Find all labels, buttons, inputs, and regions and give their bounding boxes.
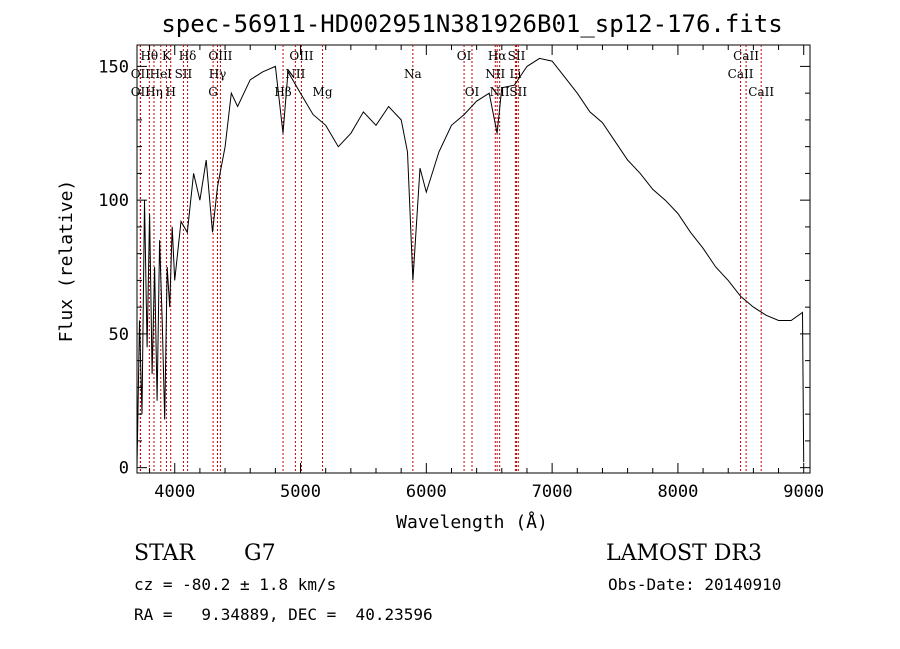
survey-release: LAMOST DR3 [606,541,762,566]
x-tick-label: 5000 [280,482,321,502]
line-label: SII [509,85,527,99]
line-label: Hη [145,85,163,99]
x-tick-label: 8000 [657,482,698,502]
x-axis: 4000 5000 6000 7000 8000 9000 [149,45,824,502]
line-label: NII [485,67,505,81]
line-label: Hβ [274,85,291,99]
x-axis-label: Wavelength (Å) [396,511,548,533]
y-axis: 0 50 100 150 [98,57,810,479]
redshift-readout: cz = -80.2 ± 1.8 km/s [134,575,336,594]
line-label: HeI [150,67,173,81]
x-tick-label: 4000 [154,482,195,502]
line-label: SII [175,67,193,81]
coordinates-readout: RA = 9.34889, DEC = 40.23596 [134,605,433,624]
observation-date: Obs-Date: 20140910 [608,575,781,594]
line-label: Li [509,67,521,81]
line-label: SII [508,49,526,63]
line-label: Mg [313,85,333,99]
line-label: OI [457,49,472,63]
y-tick-label: 0 [119,459,129,479]
y-tick-label: 100 [98,191,129,211]
line-label: OII [131,85,151,99]
line-label: Hθ [140,49,158,63]
x-tick-label: 7000 [532,482,573,502]
line-label: G [208,85,218,99]
line-label: NII [285,67,305,81]
line-markers [139,45,762,473]
line-label: H [165,85,175,99]
spectrum-line [136,57,805,468]
x-tick-label: 9000 [783,482,824,502]
spectral-subclass: G7 [244,541,276,566]
y-axis-label: Flux (relative) [56,180,77,343]
object-type: STAR [134,541,196,566]
line-label: Hγ [209,67,227,81]
line-label: Na [404,67,422,81]
line-label: OII [131,67,151,81]
x-tick-label: 6000 [406,482,447,502]
y-tick-label: 150 [98,57,129,77]
line-label: Hδ [179,49,197,63]
line-label: OIII [208,49,232,63]
y-tick-label: 50 [109,325,129,345]
line-label: CaII [728,67,754,81]
line-label: NII [490,85,510,99]
line-label: K [162,49,172,63]
line-label: OI [465,85,480,99]
line-label: Hα [488,49,507,63]
line-label: CaII [748,85,774,99]
chart-title: spec-56911-HD002951N381926B01_sp12-176.f… [161,10,782,38]
line-label: CaII [733,49,759,63]
line-label: OIII [289,49,313,63]
plot-frame [136,44,811,474]
